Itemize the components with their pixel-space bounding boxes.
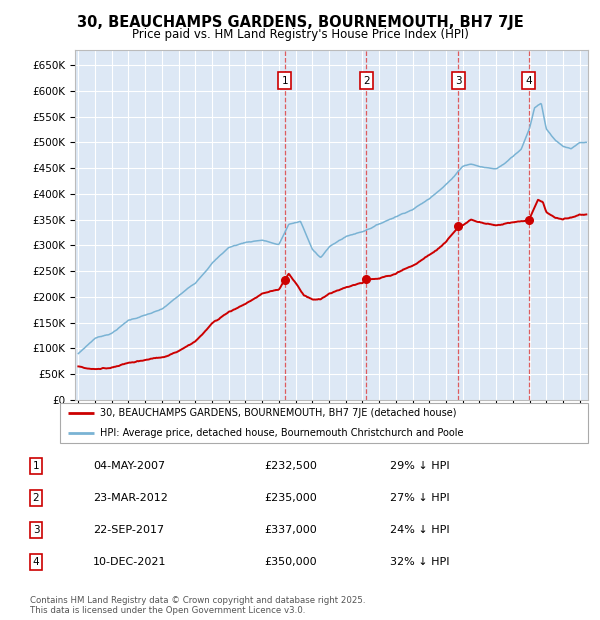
Text: £337,000: £337,000 xyxy=(264,525,317,535)
Text: Contains HM Land Registry data © Crown copyright and database right 2025.
This d: Contains HM Land Registry data © Crown c… xyxy=(30,596,365,615)
Text: 30, BEAUCHAMPS GARDENS, BOURNEMOUTH, BH7 7JE: 30, BEAUCHAMPS GARDENS, BOURNEMOUTH, BH7… xyxy=(77,16,523,30)
Text: 27% ↓ HPI: 27% ↓ HPI xyxy=(390,493,449,503)
Text: HPI: Average price, detached house, Bournemouth Christchurch and Poole: HPI: Average price, detached house, Bour… xyxy=(100,428,463,438)
Text: 1: 1 xyxy=(281,76,288,86)
Text: £232,500: £232,500 xyxy=(264,461,317,471)
Text: 32% ↓ HPI: 32% ↓ HPI xyxy=(390,557,449,567)
Text: 30, BEAUCHAMPS GARDENS, BOURNEMOUTH, BH7 7JE (detached house): 30, BEAUCHAMPS GARDENS, BOURNEMOUTH, BH7… xyxy=(100,408,456,418)
Text: 22-SEP-2017: 22-SEP-2017 xyxy=(93,525,164,535)
Text: 3: 3 xyxy=(32,525,40,535)
FancyBboxPatch shape xyxy=(60,403,588,443)
Text: £235,000: £235,000 xyxy=(264,493,317,503)
Text: 2: 2 xyxy=(32,493,40,503)
Text: 24% ↓ HPI: 24% ↓ HPI xyxy=(390,525,449,535)
Text: 1: 1 xyxy=(32,461,40,471)
Text: Price paid vs. HM Land Registry's House Price Index (HPI): Price paid vs. HM Land Registry's House … xyxy=(131,28,469,41)
Text: 29% ↓ HPI: 29% ↓ HPI xyxy=(390,461,449,471)
Text: £350,000: £350,000 xyxy=(264,557,317,567)
Text: 2: 2 xyxy=(363,76,370,86)
Text: 04-MAY-2007: 04-MAY-2007 xyxy=(93,461,165,471)
Text: 4: 4 xyxy=(32,557,40,567)
Text: 23-MAR-2012: 23-MAR-2012 xyxy=(93,493,168,503)
Text: 4: 4 xyxy=(525,76,532,86)
Text: 10-DEC-2021: 10-DEC-2021 xyxy=(93,557,167,567)
Text: 3: 3 xyxy=(455,76,461,86)
